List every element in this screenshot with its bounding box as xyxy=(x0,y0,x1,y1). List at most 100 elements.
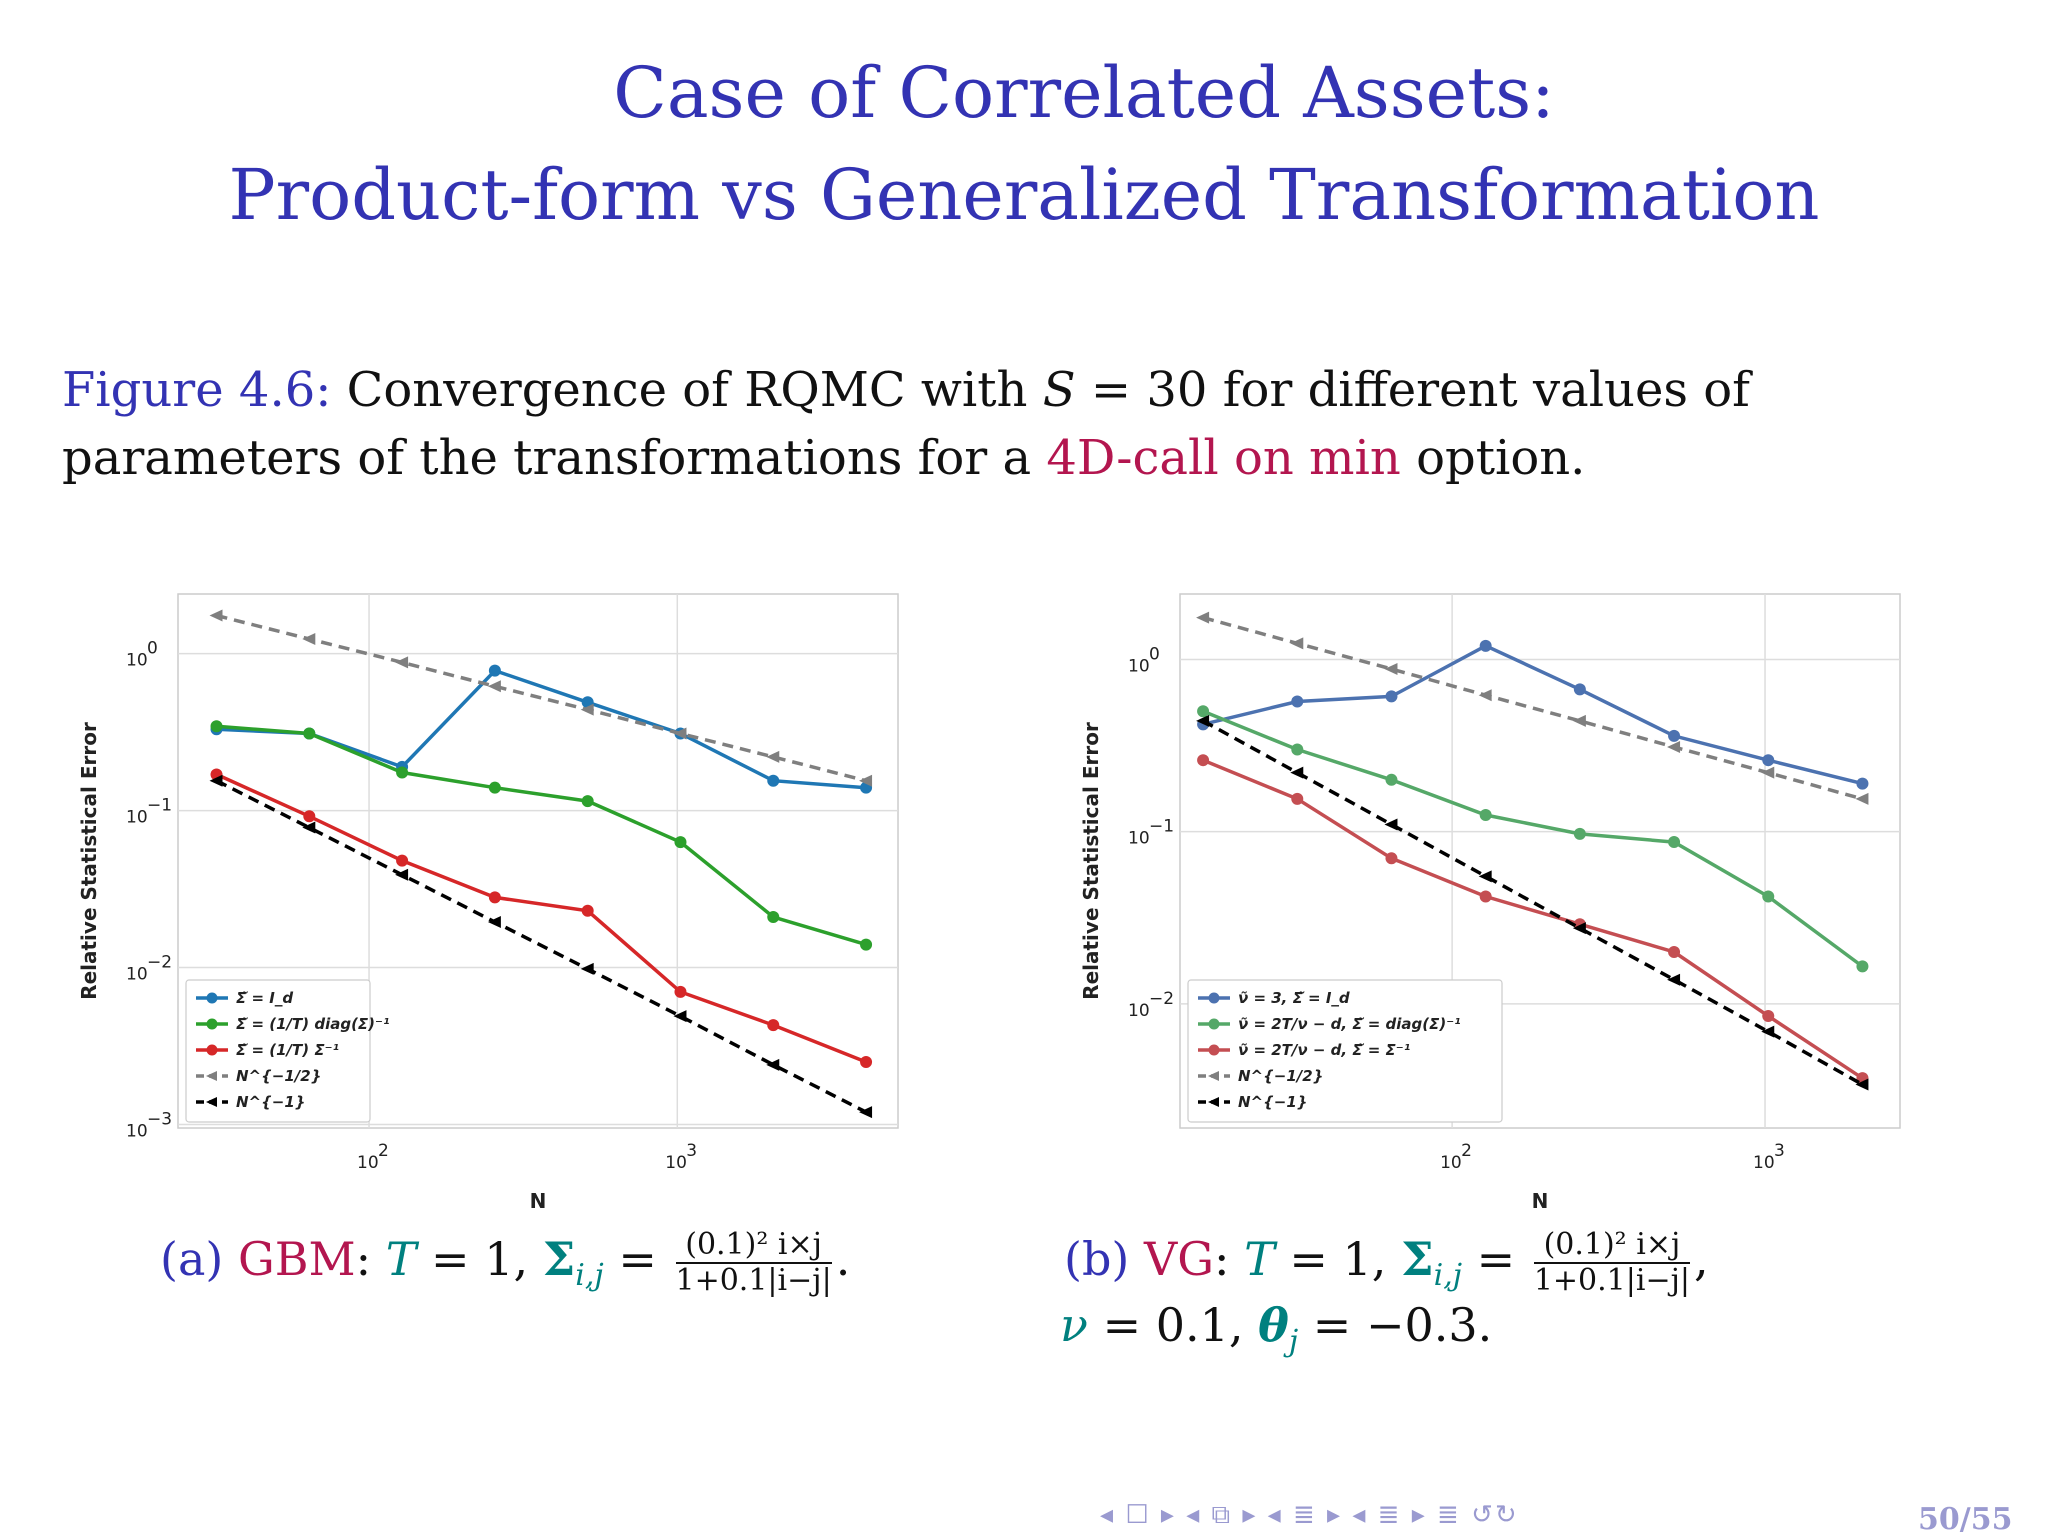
vg-legend-marker xyxy=(1208,1097,1219,1107)
figure-caption-line-2: parameters of the transformations for a … xyxy=(62,434,1585,482)
vg-data-point xyxy=(1385,773,1398,786)
vg-data-point xyxy=(1856,960,1869,973)
gbm-y-tick-label: 10 xyxy=(126,808,148,828)
subcaption-a: (a) GBM: T = 1, Σi,j = (0.1)² i×j 1+0.1|i… xyxy=(160,1227,851,1298)
gbm-data-point xyxy=(674,836,687,849)
gbm-data-point xyxy=(396,854,409,867)
subcaption-b-sigma: Σ xyxy=(1401,1232,1434,1286)
vg-legend-marker xyxy=(1208,1018,1220,1030)
vg-data-point xyxy=(1291,792,1304,805)
vg-data-point xyxy=(1572,714,1586,727)
vg-data-point xyxy=(1290,766,1304,779)
gbm-legend-marker xyxy=(206,1044,218,1056)
gbm-series-line xyxy=(215,779,867,1114)
subcaption-b-theta-eq: = −0.3. xyxy=(1298,1298,1493,1352)
vg-data-point xyxy=(1762,754,1775,767)
vg-data-point xyxy=(1855,792,1869,805)
vg-y-tick-label: 10 xyxy=(1128,829,1150,849)
gbm-data-point xyxy=(860,938,873,951)
vg-legend-label: ν̃ = 3, Σ̃ = I_d xyxy=(1238,989,1350,1007)
gbm-legend-label: Σ̃ = (1/T) diag(Σ)⁻¹ xyxy=(236,1015,390,1033)
caption-text-2: parameters of the transformations for a xyxy=(62,430,1047,486)
subcaption-b-sigma-index: i,j xyxy=(1433,1258,1463,1294)
vg-data-point xyxy=(1384,818,1398,831)
vg-x-tick-label: 10 xyxy=(1753,1153,1775,1173)
gbm-series-line xyxy=(216,724,867,947)
subcaption-b-end: , xyxy=(1694,1232,1709,1286)
gbm-data-point xyxy=(395,868,409,881)
vg-data-point xyxy=(1478,689,1492,702)
caption-s-variable: S xyxy=(1042,362,1076,418)
vg-data-point xyxy=(1668,945,1681,958)
subcaption-a-eq: = xyxy=(603,1232,672,1286)
vg-legend-marker xyxy=(1208,1044,1220,1056)
vg-y-axis-label: Relative Statistical Error xyxy=(1079,722,1103,1000)
gbm-data-point xyxy=(860,1056,873,1069)
subcaption-a-t: T xyxy=(385,1232,417,1286)
gbm-series-line xyxy=(215,772,867,1064)
gbm-legend-marker xyxy=(206,1018,218,1030)
vg-legend-marker xyxy=(1208,1071,1219,1081)
gbm-x-tick-label: 10 xyxy=(357,1153,379,1173)
gbm-data-point xyxy=(303,810,316,823)
vg-data-point xyxy=(1384,663,1398,676)
vg-legend-label: N^{−1} xyxy=(1238,1093,1308,1111)
subcaption-a-model: GBM xyxy=(237,1232,356,1286)
gbm-data-point xyxy=(209,609,223,622)
vg-series-line xyxy=(1202,643,1863,786)
subcaption-b-label: (b) xyxy=(1064,1232,1130,1286)
vg-legend-label: ν̃ = 2T/ν − d, Σ̃ = diag(Σ)⁻¹ xyxy=(1238,1015,1461,1033)
gbm-y-tick-exponent: −3 xyxy=(147,1110,172,1130)
vg-y-tick-exponent: −1 xyxy=(1149,817,1174,837)
caption-highlight: 4D-call on min xyxy=(1046,430,1401,486)
subcaption-b-fraction: (0.1)² i×j 1+0.1|i−j| xyxy=(1533,1230,1691,1296)
vg-legend-marker xyxy=(1208,992,1220,1004)
gbm-legend-marker xyxy=(206,992,218,1004)
vg-data-point xyxy=(1668,836,1681,849)
vg-x-axis-label: N xyxy=(1532,1189,1549,1213)
gbm-data-point xyxy=(767,774,780,787)
subcaption-a-numerator: (0.1)² i×j xyxy=(675,1230,832,1264)
gbm-data-point xyxy=(488,891,501,904)
gbm-data-point xyxy=(302,821,316,834)
gbm-legend-marker xyxy=(206,1097,217,1107)
vg-series-line xyxy=(1202,709,1864,968)
vg-legend-label: N^{−1/2} xyxy=(1238,1067,1323,1085)
subcaption-a-sigma-index: i,j xyxy=(575,1258,604,1294)
gbm-data-point xyxy=(859,1106,873,1119)
vg-data-point xyxy=(1479,808,1492,821)
vg-data-point xyxy=(1667,741,1681,754)
gbm-x-tick-label: 10 xyxy=(665,1153,687,1173)
gbm-data-point xyxy=(581,795,594,808)
gbm-y-tick-exponent: −2 xyxy=(147,953,172,973)
slide-title-line-1: Case of Correlated Assets: xyxy=(613,52,1555,134)
subcaption-b-nu-eq: = 0.1, xyxy=(1087,1298,1259,1352)
subcaption-b-model: VG xyxy=(1143,1232,1214,1286)
caption-s-equals: = 30 for different values of xyxy=(1075,362,1750,418)
vg-data-point xyxy=(1573,683,1586,696)
subcaption-b-theta: θ xyxy=(1258,1298,1289,1352)
vg-data-point xyxy=(1761,766,1775,779)
gbm-data-point xyxy=(303,727,316,740)
gbm-data-point xyxy=(673,727,687,740)
vg-data-point xyxy=(1761,1025,1775,1038)
beamer-navigation[interactable]: ◂ ☐ ▸ ◂ ⧉ ▸ ◂ ≣ ▸ ◂ ≣ ▸ ≣ ↺↻ xyxy=(1100,1500,1519,1530)
vg-data-point xyxy=(1196,714,1210,727)
vg-data-point xyxy=(1668,729,1681,742)
gbm-legend-label: Σ̃ = I_d xyxy=(236,989,293,1007)
gbm-data-point xyxy=(487,916,501,929)
gbm-x-tick-exponent: 3 xyxy=(686,1141,697,1161)
vg-data-point xyxy=(1667,973,1681,986)
gbm-data-point xyxy=(302,633,316,646)
gbm-data-point xyxy=(580,703,594,716)
gbm-legend-label: Σ̃ = (1/T) Σ⁻¹ xyxy=(236,1041,339,1059)
subcaption-b-t: T xyxy=(1244,1232,1275,1286)
gbm-data-point xyxy=(395,656,409,669)
subcaption-a-sigma: Σ xyxy=(542,1232,576,1286)
vg-legend-label: ν̃ = 2T/ν − d, Σ̃ = Σ⁻¹ xyxy=(1238,1041,1410,1059)
subcaption-a-t-eq: = 1, xyxy=(416,1232,543,1286)
page-number: 50/55 xyxy=(1918,1502,2013,1537)
